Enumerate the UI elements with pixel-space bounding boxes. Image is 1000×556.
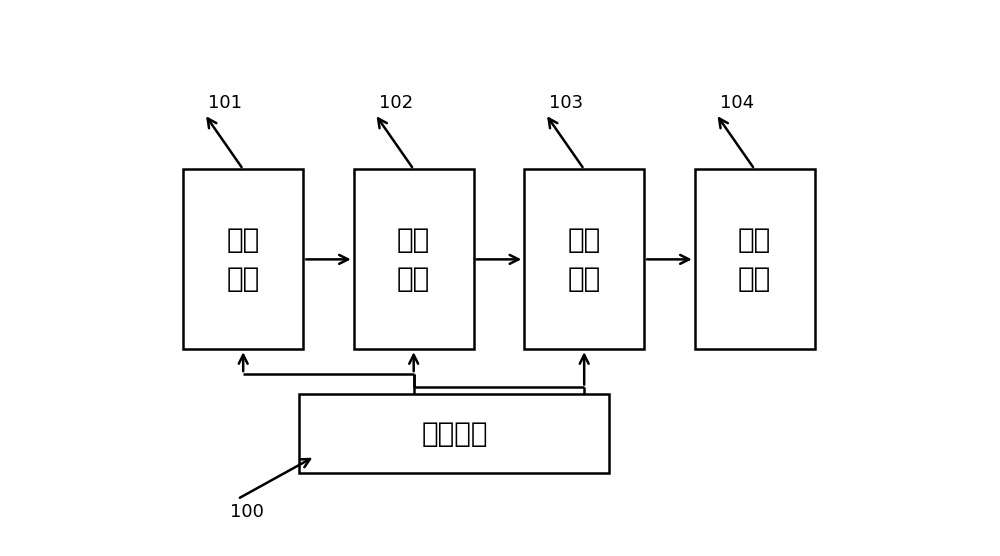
Bar xyxy=(354,170,474,349)
Bar xyxy=(695,170,815,349)
Text: 功放电源: 功放电源 xyxy=(421,420,488,448)
Bar xyxy=(524,170,644,349)
Text: 功放
模块: 功放 模块 xyxy=(227,226,260,293)
Text: 103: 103 xyxy=(549,93,583,112)
Text: 谐振
网络: 谐振 网络 xyxy=(568,226,601,293)
Text: 102: 102 xyxy=(379,93,413,112)
Text: 后沿
电路: 后沿 电路 xyxy=(397,226,430,293)
Text: 104: 104 xyxy=(720,93,754,112)
Text: 101: 101 xyxy=(208,93,242,112)
Bar xyxy=(299,394,609,473)
Bar xyxy=(183,170,303,349)
Text: 100: 100 xyxy=(230,503,264,522)
Text: 发射
天线: 发射 天线 xyxy=(738,226,771,293)
